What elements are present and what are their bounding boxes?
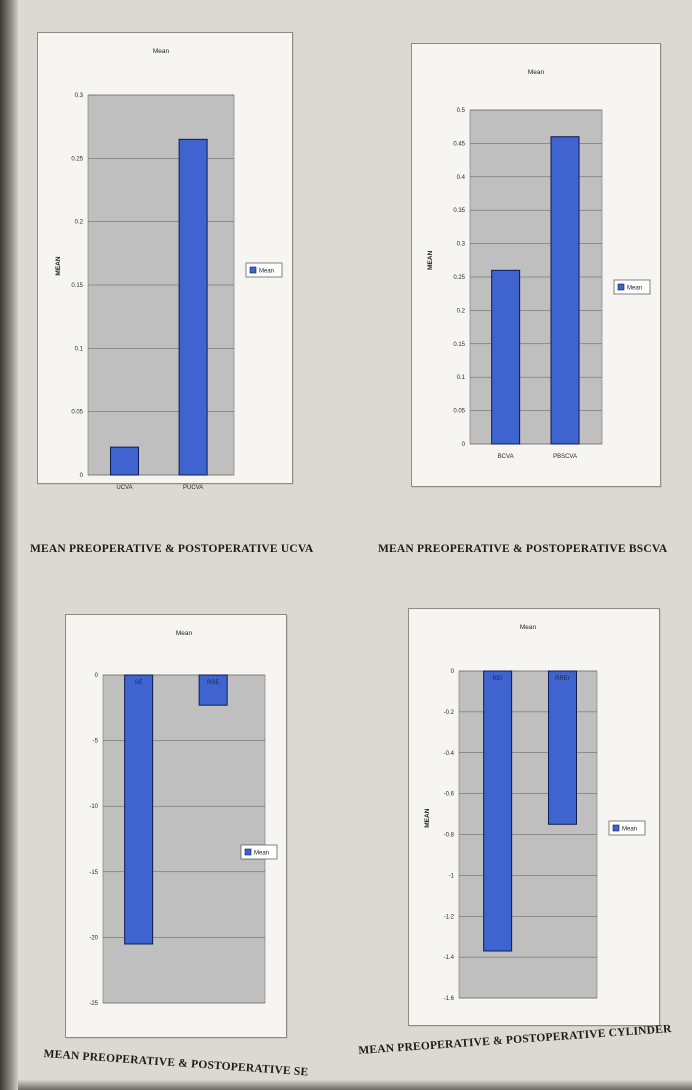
x-tick-label: BCVA	[498, 454, 514, 460]
bar-pucva	[178, 138, 208, 476]
y-tick-label: 0.15	[71, 283, 83, 289]
y-tick-label: 0.25	[71, 156, 83, 162]
legend-label: Mean	[622, 827, 637, 833]
y-tick-label: -0.6	[444, 792, 455, 798]
y-axis-label: MEAN	[424, 808, 431, 827]
y-tick-label: -20	[89, 935, 98, 941]
legend-swatch	[249, 266, 257, 274]
y-tick-label: -1.6	[444, 996, 455, 1002]
caption-cylinder: MEAN PREOPERATIVE & POSTOPERATIVE CYLIND…	[358, 1023, 672, 1057]
y-tick-label: 0.5	[457, 108, 466, 114]
legend-swatch	[244, 848, 252, 856]
y-tick-label: 0	[451, 669, 455, 675]
x-tick-label: UCVA	[116, 485, 132, 491]
y-axis-label: MEAN	[427, 250, 434, 269]
bar-rrer	[548, 670, 577, 825]
y-tick-label: -1.4	[444, 955, 455, 961]
y-tick-label: 0.25	[453, 275, 465, 281]
chart-title: Mean	[176, 630, 193, 637]
chart-title: Mean	[528, 69, 545, 76]
bar-pbscva	[550, 136, 580, 445]
y-axis-label: MEAN	[55, 256, 62, 275]
bar-rse	[198, 674, 228, 706]
bar-se	[124, 674, 154, 945]
chart-frame-ucva: Mean 0 0.05 0.1 0.15 0.2 0.25 0.3 MEAN UCVA PUCVA M…	[37, 32, 293, 491]
legend-label: Mean	[254, 851, 269, 857]
page-binding-edge	[0, 0, 18, 1090]
bar-label: RSE	[207, 680, 219, 686]
caption-bscva: MEAN PREOPERATIVE & POSTOPERATIVE BSCVA	[378, 543, 668, 555]
bar-ucva	[110, 446, 139, 476]
chart-title: Mean	[153, 48, 170, 55]
caption-ucva: MEAN PREOPERATIVE & POSTOPERATIVE UCVA	[30, 543, 314, 555]
legend-box	[245, 262, 283, 278]
chart-cylinder: Mean 0 -0.2 -0.4 -0.6 -0.8 -1 -1.2 -1.4 -1.6 MEAN R…	[424, 624, 646, 1002]
bar-label: RREr	[555, 676, 570, 682]
chart-frame-bscva: Mean 0 0.05 0.1 0.15 0.2 0.25 0.3 0.35 0.4 0.45 0.5…	[411, 43, 661, 487]
y-tick-label: 0.15	[453, 342, 465, 348]
y-tick-label: 0.1	[75, 346, 84, 352]
y-tick-label: 0.3	[457, 242, 466, 248]
legend-label: Mean	[259, 269, 274, 275]
bar-rer	[483, 670, 513, 952]
legend-box	[608, 820, 646, 836]
legend-box	[613, 279, 651, 295]
y-tick-label: 0.05	[453, 409, 465, 415]
y-tick-label: -5	[93, 739, 99, 745]
chart-ucva: Mean 0 0.05 0.1 0.15 0.2 0.25 0.3 MEAN UCVA PUCVA M…	[55, 48, 283, 491]
legend-swatch	[612, 824, 620, 832]
legend-swatch	[617, 283, 625, 291]
y-tick-label: -15	[89, 870, 98, 876]
chart-se: Mean 0 -5 -10 -15 -20 -25 SE RSE Mean	[89, 630, 278, 1007]
y-tick-label: 0.2	[457, 308, 466, 314]
y-tick-label: -1.2	[444, 914, 455, 920]
y-tick-label: 0.2	[75, 220, 84, 226]
chart-frame-cylinder: Mean 0 -0.2 -0.4 -0.6 -0.8 -1 -1.2 -1.4 -1.6 MEAN R…	[408, 608, 660, 1026]
y-tick-label: 0.45	[453, 141, 465, 147]
y-tick-label: 0	[95, 673, 99, 679]
chart-title: Mean	[520, 624, 537, 631]
page-bottom-edge	[18, 1080, 692, 1090]
bar-bcva	[491, 269, 521, 445]
caption-se: MEAN PREOPERATIVE & POSTOPERATIVE SE	[43, 1048, 309, 1079]
y-tick-label: -10	[89, 804, 98, 810]
bar-label: SE	[135, 680, 143, 686]
x-tick-label: PUCVA	[183, 485, 203, 491]
legend-label: Mean	[627, 286, 642, 292]
bar-label: REr	[492, 676, 502, 682]
y-tick-label: -1	[449, 873, 455, 879]
y-tick-label: -0.8	[444, 833, 455, 839]
y-tick-label: 0.35	[453, 208, 465, 214]
y-tick-label: 0.05	[71, 410, 83, 416]
y-tick-label: 0.4	[457, 175, 466, 181]
chart-bscva: Mean 0 0.05 0.1 0.15 0.2 0.25 0.3 0.35 0.4 0.45 0.5…	[427, 69, 651, 460]
y-tick-label: -0.2	[444, 710, 455, 716]
legend-box	[240, 844, 278, 860]
y-tick-label: -25	[89, 1001, 98, 1007]
y-tick-label: 0	[80, 473, 84, 479]
chart-frame-se: Mean 0 -5 -10 -15 -20 -25 SE RSE Mean	[65, 614, 287, 1038]
y-tick-label: 0	[462, 442, 466, 448]
x-tick-label: PBSCVA	[553, 454, 577, 460]
y-tick-label: 0.3	[75, 93, 84, 99]
y-tick-label: 0.1	[457, 375, 466, 381]
y-tick-label: -0.4	[444, 751, 455, 757]
